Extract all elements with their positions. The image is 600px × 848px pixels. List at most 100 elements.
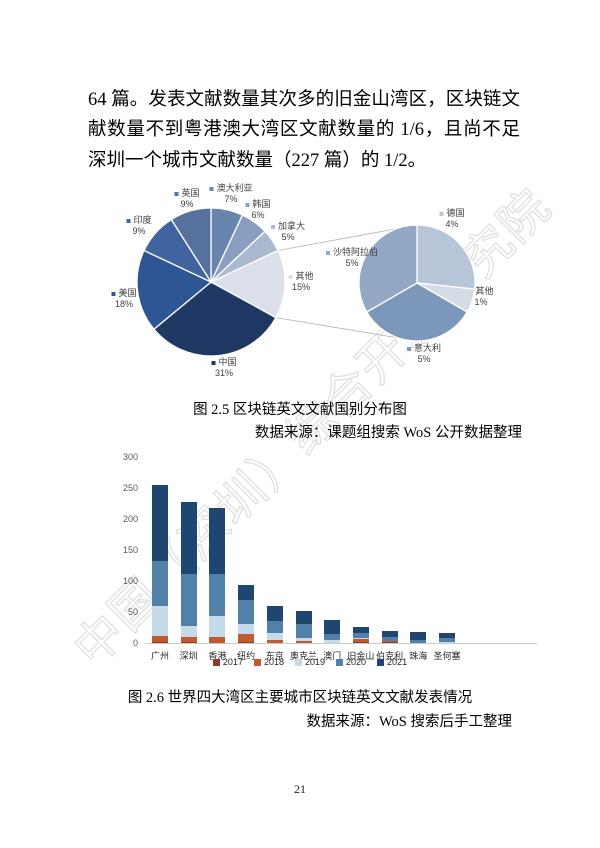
- bar-segment-广州-2018: [152, 636, 168, 642]
- figure-2-5-source: 数据来源：课题组搜索 WoS 公开数据整理: [254, 425, 522, 441]
- pie-label-percent: 15%: [291, 282, 311, 292]
- x-axis-category-label: 珠海: [409, 651, 428, 661]
- bar-segment-伯克利-2021: [381, 631, 398, 637]
- stacked-bar-香港: [209, 508, 226, 643]
- pie-slice-secondary-2: [365, 282, 469, 342]
- bar-segment-东京-2019: [266, 633, 283, 641]
- bar-segment-香港-2020: [209, 573, 226, 617]
- legend-key-swatch: [111, 291, 116, 296]
- legend-key-swatch: [245, 202, 250, 207]
- pie-label-percent: 6%: [251, 210, 265, 220]
- pie-data-label-main-4: 中国 31%: [211, 357, 237, 379]
- bar-segment-旧金山-2020: [352, 633, 369, 639]
- x-axis-line: [145, 643, 537, 644]
- bar-segment-纽约-2017: [238, 641, 255, 643]
- stacked-bar-伯克利: [381, 631, 398, 643]
- stacked-bar-奥克兰: [295, 610, 312, 643]
- bar-segment-广州-2019: [152, 606, 168, 637]
- pie-label-percent: 7%: [224, 194, 238, 204]
- y-axis-tick-label: 50: [127, 607, 138, 617]
- bar-segment-奥克兰-2020: [295, 624, 312, 638]
- bar-segment-旧金山-2017: [352, 642, 369, 643]
- pie-label-percent: 31%: [214, 368, 234, 378]
- x-axis-category-label: 伯克利: [376, 651, 404, 661]
- legend-swatch: [212, 658, 220, 666]
- pie-label-percent: 4%: [445, 219, 459, 229]
- pie-label-percent: 5%: [345, 258, 359, 268]
- bar-segment-澳门-2019: [324, 640, 341, 643]
- pie-label-name: 德国: [446, 208, 465, 218]
- x-axis-category-label: 旧金山: [347, 651, 375, 661]
- legend-swatch: [336, 658, 344, 666]
- pie-label-percent: 9%: [180, 199, 194, 209]
- legend-label: 2018: [263, 657, 284, 667]
- bar-segment-旧金山-2021: [352, 626, 369, 634]
- legend-label: 2021: [387, 657, 408, 667]
- legend-swatch: [377, 658, 385, 666]
- legend-key-swatch: [209, 186, 214, 191]
- legend-key-swatch: [325, 250, 330, 255]
- pie-label-name: 美国: [118, 288, 137, 298]
- legend-item-2020: 2020: [336, 657, 366, 667]
- figure-2-6-source: 数据来源：WoS 搜索后手工整理: [306, 714, 512, 730]
- stacked-bar-纽约: [238, 585, 255, 643]
- y-axis-tick-label: 0: [132, 638, 138, 648]
- pie-data-label-main-3: 其他 15%: [288, 271, 314, 293]
- pie-label-name: 韩国: [252, 199, 271, 209]
- stacked-bar-旧金山: [352, 626, 369, 643]
- bar-segment-东京-2018: [266, 640, 283, 643]
- bar-segment-珠海-2020: [410, 639, 427, 643]
- legend-item-2019: 2019: [294, 657, 325, 667]
- bar-segment-珠海-2021: [410, 632, 427, 640]
- pie-label-name: 其他: [475, 286, 494, 296]
- bar-segment-纽约-2019: [238, 624, 255, 634]
- pie-data-label-secondary-1: 其他 1%: [468, 286, 494, 308]
- x-axis-category-label: 奥克兰: [289, 651, 317, 661]
- bar-segment-旧金山-2019: [352, 638, 369, 640]
- stacked-bar-珠海: [410, 632, 427, 643]
- x-axis-category-label: 深圳: [179, 651, 198, 661]
- bar-segment-深圳-2017: [180, 642, 197, 643]
- bar-segment-纽约-2018: [238, 633, 255, 642]
- stacked-bar-圣何塞: [439, 633, 455, 643]
- pie-label-percent: 5%: [281, 232, 295, 242]
- pie-label-percent: 18%: [114, 299, 134, 309]
- legend-key-swatch: [288, 274, 293, 279]
- legend-key-swatch: [439, 211, 444, 216]
- bar-segment-奥克兰-2018: [295, 641, 312, 643]
- pie-label-name: 英国: [181, 188, 200, 198]
- pie-label-name: 加拿大: [277, 221, 306, 231]
- pie-data-label-secondary-3: 沙特阿拉伯 5%: [325, 247, 378, 269]
- bar-segment-深圳-2018: [180, 637, 197, 643]
- pie-connector-line: [275, 317, 418, 342]
- legend-swatch: [294, 658, 302, 666]
- bar-segment-纽约-2020: [238, 600, 255, 625]
- pie-slice-main-4: [153, 281, 277, 357]
- bar-chart-legend: 2017 2018 2019 2020 2021: [70, 657, 550, 667]
- x-axis-category-label: 澳门: [323, 651, 342, 661]
- x-axis-category-label: 圣何塞: [433, 651, 461, 661]
- bar-segment-圣何塞-2020: [439, 638, 455, 642]
- bar-segment-香港-2019: [209, 616, 226, 637]
- bar-segment-广州-2021: [152, 484, 168, 561]
- legend-key-swatch: [406, 346, 411, 351]
- pie-label-percent: 1%: [474, 297, 488, 307]
- page-number: 21: [294, 782, 306, 796]
- bar-segment-旧金山-2018: [352, 639, 369, 643]
- stacked-bar-广州: [152, 484, 168, 643]
- pie-slice-secondary-3: [358, 224, 418, 313]
- figure-2-5-caption: 图 2.5 区块链英文文献国别分布图: [193, 402, 407, 418]
- x-axis-category-label: 纽约: [237, 651, 256, 661]
- bar-segment-纽约-2021: [238, 585, 255, 601]
- pie-data-label-main-2: 加拿大 5%: [270, 221, 306, 243]
- pie-of-pie-figure: 澳大利亚 7% 韩国 6% 加拿大 5% 其他 15% 中国 31% 美国 18% 印度 9% 英国 9% 德国…: [70, 172, 550, 398]
- pie-slice-main-3: [209, 249, 286, 319]
- pie-data-label-main-1: 韩国 6%: [245, 199, 271, 221]
- pie-data-label-secondary-0: 德国 4%: [439, 208, 465, 230]
- stacked-bar-澳门: [324, 620, 341, 643]
- x-axis-category-label: 广州: [150, 651, 169, 661]
- bar-segment-圣何塞-2021: [439, 633, 455, 639]
- bar-segment-伯克利-2020: [381, 636, 398, 642]
- body-paragraph: 64 篇。发表文献数量其次多的旧金山湾区，区块链文献数量不到粤港澳大湾区文献数量…: [88, 89, 520, 171]
